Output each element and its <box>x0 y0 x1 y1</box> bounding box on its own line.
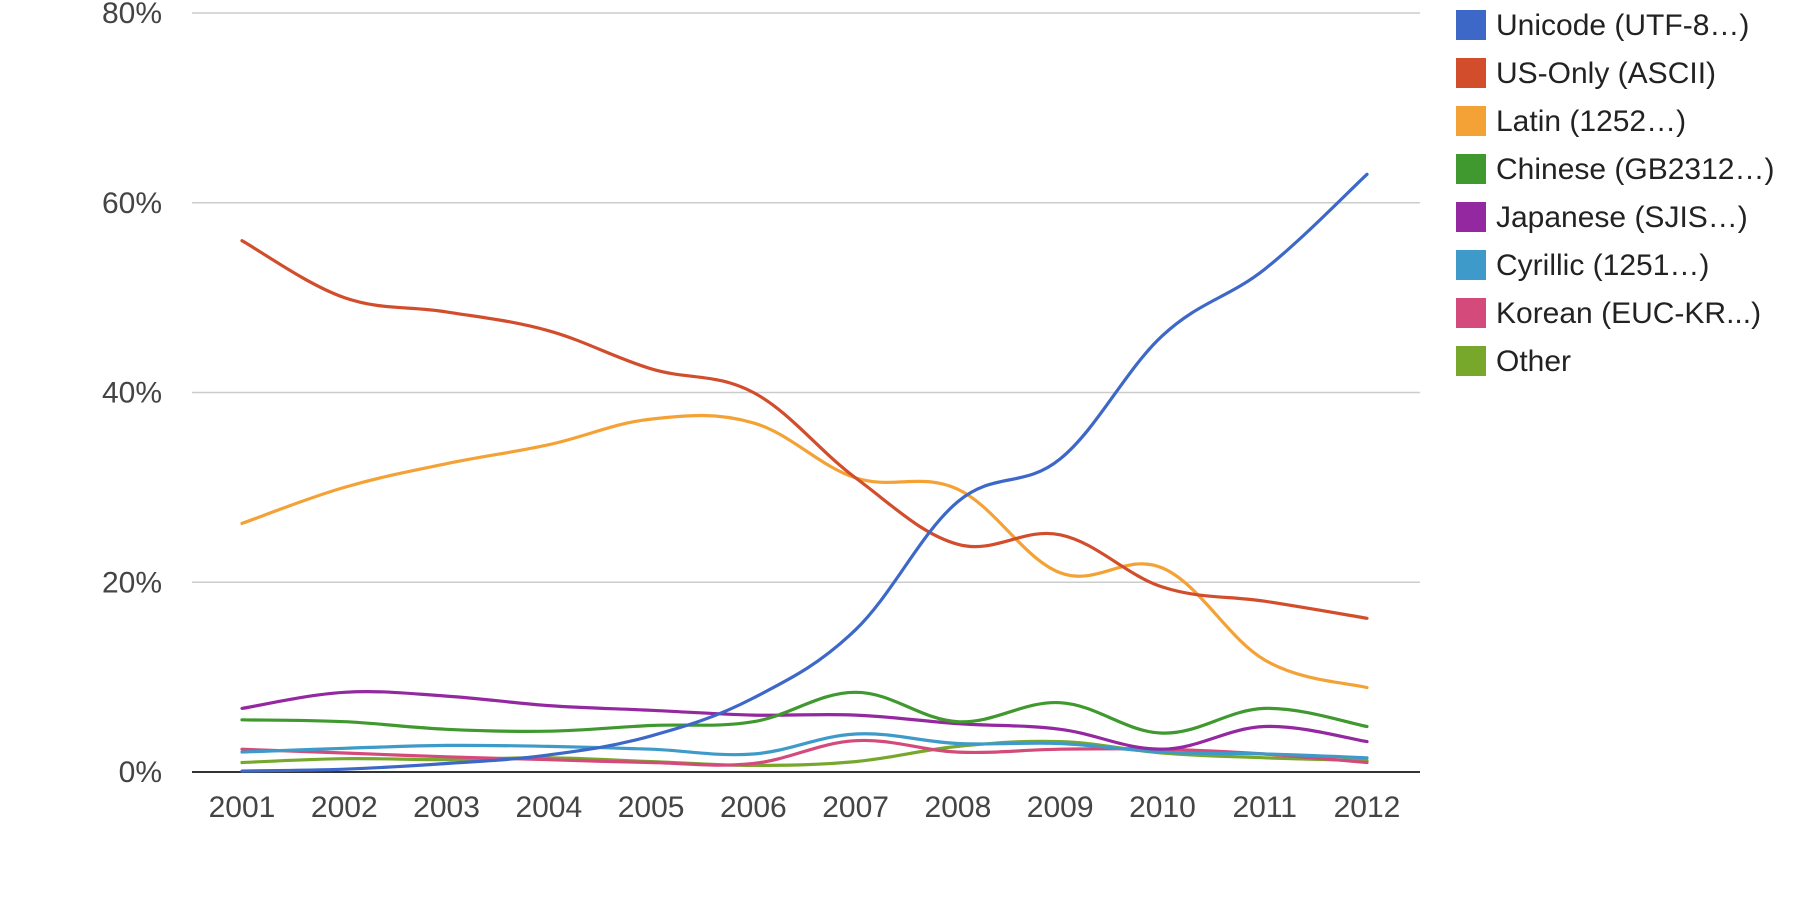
legend-label: Other <box>1496 345 1571 378</box>
y-tick-label: 40% <box>102 377 162 410</box>
series-line-chinese-gb2312 <box>240 690 1369 735</box>
x-tick-label: 2002 <box>311 791 378 824</box>
legend-label: Korean (EUC-KR...) <box>1496 297 1761 330</box>
x-tick-label: 2001 <box>209 791 276 824</box>
y-axis-tick-labels: 0% 20% 40% 60% 80% <box>102 0 162 789</box>
gridlines <box>192 12 1420 583</box>
y-tick-label: 80% <box>102 0 162 30</box>
legend: Unicode (UTF-8…) US-Only (ASCII) Latin (12… <box>1456 9 1774 378</box>
y-tick-label: 60% <box>102 187 162 220</box>
x-tick-label: 2012 <box>1334 791 1401 824</box>
series-line-japanese-sjis <box>240 690 1369 751</box>
legend-swatch <box>1456 154 1486 184</box>
x-tick-label: 2009 <box>1027 791 1094 824</box>
x-tick-label: 2008 <box>925 791 992 824</box>
x-tick-label: 2005 <box>618 791 685 824</box>
legend-label: US-Only (ASCII) <box>1496 57 1716 90</box>
series-lines <box>240 172 1369 773</box>
legend-swatch <box>1456 298 1486 328</box>
legend-swatch <box>1456 58 1486 88</box>
legend-label: Unicode (UTF-8…) <box>1496 9 1749 42</box>
legend-swatch <box>1456 106 1486 136</box>
legend-label: Chinese (GB2312…) <box>1496 153 1774 186</box>
x-axis-tick-labels: 2001 2002 2003 2004 2005 2006 2007 2008 2009 2010… <box>209 791 1401 824</box>
x-tick-label: 2004 <box>515 791 582 824</box>
y-tick-label: 0% <box>119 756 162 789</box>
legend-swatch <box>1456 10 1486 40</box>
series-line-latin-1252 <box>240 413 1369 690</box>
legend-swatch <box>1456 202 1486 232</box>
x-tick-label: 2006 <box>720 791 787 824</box>
x-tick-label: 2003 <box>413 791 480 824</box>
x-tick-label: 2007 <box>822 791 889 824</box>
y-tick-label: 20% <box>102 566 162 599</box>
legend-label: Japanese (SJIS…) <box>1496 201 1748 234</box>
x-tick-label: 2010 <box>1129 791 1196 824</box>
legend-swatch <box>1456 346 1486 376</box>
legend-label: Cyrillic (1251…) <box>1496 249 1709 282</box>
legend-label: Latin (1252…) <box>1496 105 1686 138</box>
x-tick-label: 2011 <box>1232 791 1297 824</box>
series-line-unicode-utf-8 <box>240 172 1369 773</box>
series-line-us-only-ascii <box>240 239 1369 620</box>
legend-swatch <box>1456 250 1486 280</box>
series-line-cyrillic-1251 <box>240 732 1369 760</box>
